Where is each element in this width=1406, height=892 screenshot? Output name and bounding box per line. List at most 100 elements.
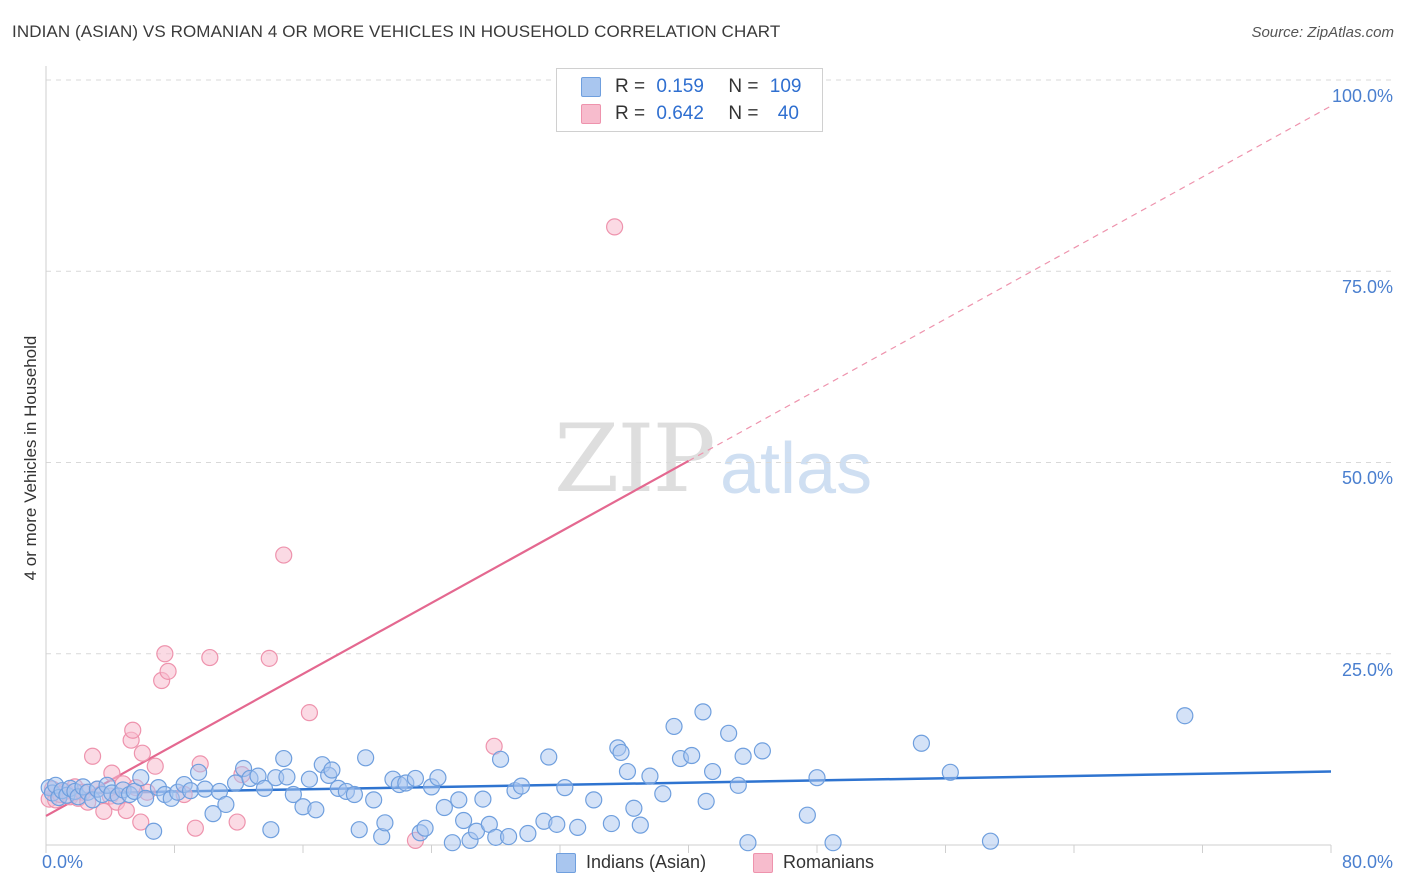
- point-indians: [739, 834, 757, 852]
- x-tick-0: 0.0%: [42, 852, 84, 872]
- grid-lines: [46, 79, 1392, 655]
- y-tick-100: 100.0%: [1331, 86, 1393, 106]
- point-indians: [753, 742, 771, 760]
- point-indians: [278, 768, 296, 786]
- point-indians: [255, 779, 274, 797]
- point-romanians: [275, 546, 293, 564]
- legend-swatch-romanians: [581, 104, 601, 124]
- point-indians: [981, 832, 1000, 850]
- x-tick-80: 80.0%: [1341, 852, 1393, 872]
- bottom-swatch-indians: [556, 852, 576, 873]
- point-romanians: [260, 649, 278, 667]
- point-indians: [345, 785, 363, 804]
- trend-line-romanians-solid: [45, 460, 690, 817]
- legend-r-value-romanians: 0.642: [656, 103, 704, 124]
- point-indians: [307, 801, 325, 819]
- point-romanians: [228, 813, 246, 831]
- legend-r-label: R =: [615, 103, 651, 124]
- point-indians: [798, 806, 816, 824]
- point-indians: [602, 814, 621, 833]
- point-indians: [491, 750, 510, 768]
- point-indians: [612, 743, 630, 762]
- point-romanians: [133, 744, 151, 762]
- point-indians: [631, 816, 649, 834]
- bottom-legend-label-romanians: Romanians: [783, 852, 875, 872]
- point-romanians: [156, 645, 174, 663]
- axes: [45, 66, 1332, 853]
- point-indians: [429, 769, 447, 787]
- point-indians: [1176, 707, 1194, 725]
- point-indians: [720, 724, 738, 742]
- point-indians: [585, 791, 603, 809]
- point-romanians: [146, 757, 164, 775]
- point-indians: [406, 769, 425, 788]
- y-axis-label: 4 or more Vehicles in Household: [21, 335, 40, 581]
- point-indians: [350, 821, 368, 839]
- legend-row-romanians: R = 0.642 N = 40: [581, 101, 799, 127]
- point-romanians: [606, 218, 624, 236]
- point-indians: [697, 792, 715, 810]
- point-indians: [912, 734, 931, 752]
- point-indians: [145, 822, 163, 840]
- point-indians: [132, 769, 150, 787]
- bottom-legend-romanians: Romanians: [753, 852, 874, 873]
- point-romanians: [95, 802, 113, 820]
- point-indians: [262, 821, 280, 839]
- point-indians: [729, 776, 747, 794]
- point-indians: [275, 749, 293, 768]
- point-indians: [500, 827, 518, 846]
- point-romanians: [124, 721, 142, 739]
- point-indians: [136, 789, 155, 807]
- point-indians: [512, 777, 531, 795]
- bottom-legend-indians: Indians (Asian): [556, 852, 706, 873]
- point-romanians: [132, 813, 150, 831]
- y-tick-25: 25.0%: [1341, 660, 1393, 680]
- point-indians: [569, 818, 587, 837]
- point-indians: [641, 767, 659, 785]
- point-indians: [450, 791, 468, 809]
- point-indians: [734, 747, 752, 765]
- legend-row-indians: R = 0.159 N = 109: [581, 74, 801, 100]
- legend-n-label: N =: [728, 76, 764, 97]
- point-indians: [217, 795, 235, 814]
- bottom-legend-label-indians: Indians (Asian): [586, 852, 707, 872]
- point-indians: [824, 834, 842, 852]
- point-indians: [556, 779, 574, 797]
- point-indians: [226, 774, 245, 792]
- point-indians: [189, 763, 208, 781]
- point-indians: [665, 717, 683, 736]
- point-indians: [519, 824, 537, 843]
- y-tick-50: 50.0%: [1341, 468, 1393, 488]
- point-indians: [443, 834, 461, 852]
- point-indians: [416, 819, 434, 837]
- source-credit: Source: ZipAtlas.com: [1251, 24, 1394, 41]
- point-indians: [618, 762, 637, 781]
- watermark-zip: ZIP: [554, 405, 716, 514]
- legend-swatch-indians: [581, 77, 601, 97]
- point-romanians: [201, 648, 219, 667]
- point-indians: [654, 785, 672, 803]
- point-indians: [435, 798, 453, 817]
- point-romanians: [83, 747, 102, 765]
- point-romanians: [186, 819, 204, 837]
- point-indians: [683, 746, 701, 765]
- bottom-swatch-romanians: [753, 852, 773, 873]
- point-indians: [376, 814, 394, 832]
- point-indians: [300, 770, 319, 788]
- point-indians: [196, 780, 214, 798]
- point-indians: [808, 769, 826, 787]
- point-indians: [941, 763, 959, 781]
- y-tick-75: 75.0%: [1341, 277, 1393, 297]
- point-indians: [540, 748, 558, 766]
- points-indians: [40, 703, 1194, 852]
- legend-r-label: R =: [615, 76, 651, 97]
- points-romanians: [40, 218, 624, 850]
- point-indians: [455, 811, 473, 830]
- point-indians: [323, 761, 341, 779]
- point-indians: [357, 749, 375, 767]
- point-romanians: [300, 704, 319, 722]
- legend-n-label: N =: [728, 103, 764, 124]
- point-romanians: [117, 801, 135, 820]
- point-indians: [694, 703, 712, 721]
